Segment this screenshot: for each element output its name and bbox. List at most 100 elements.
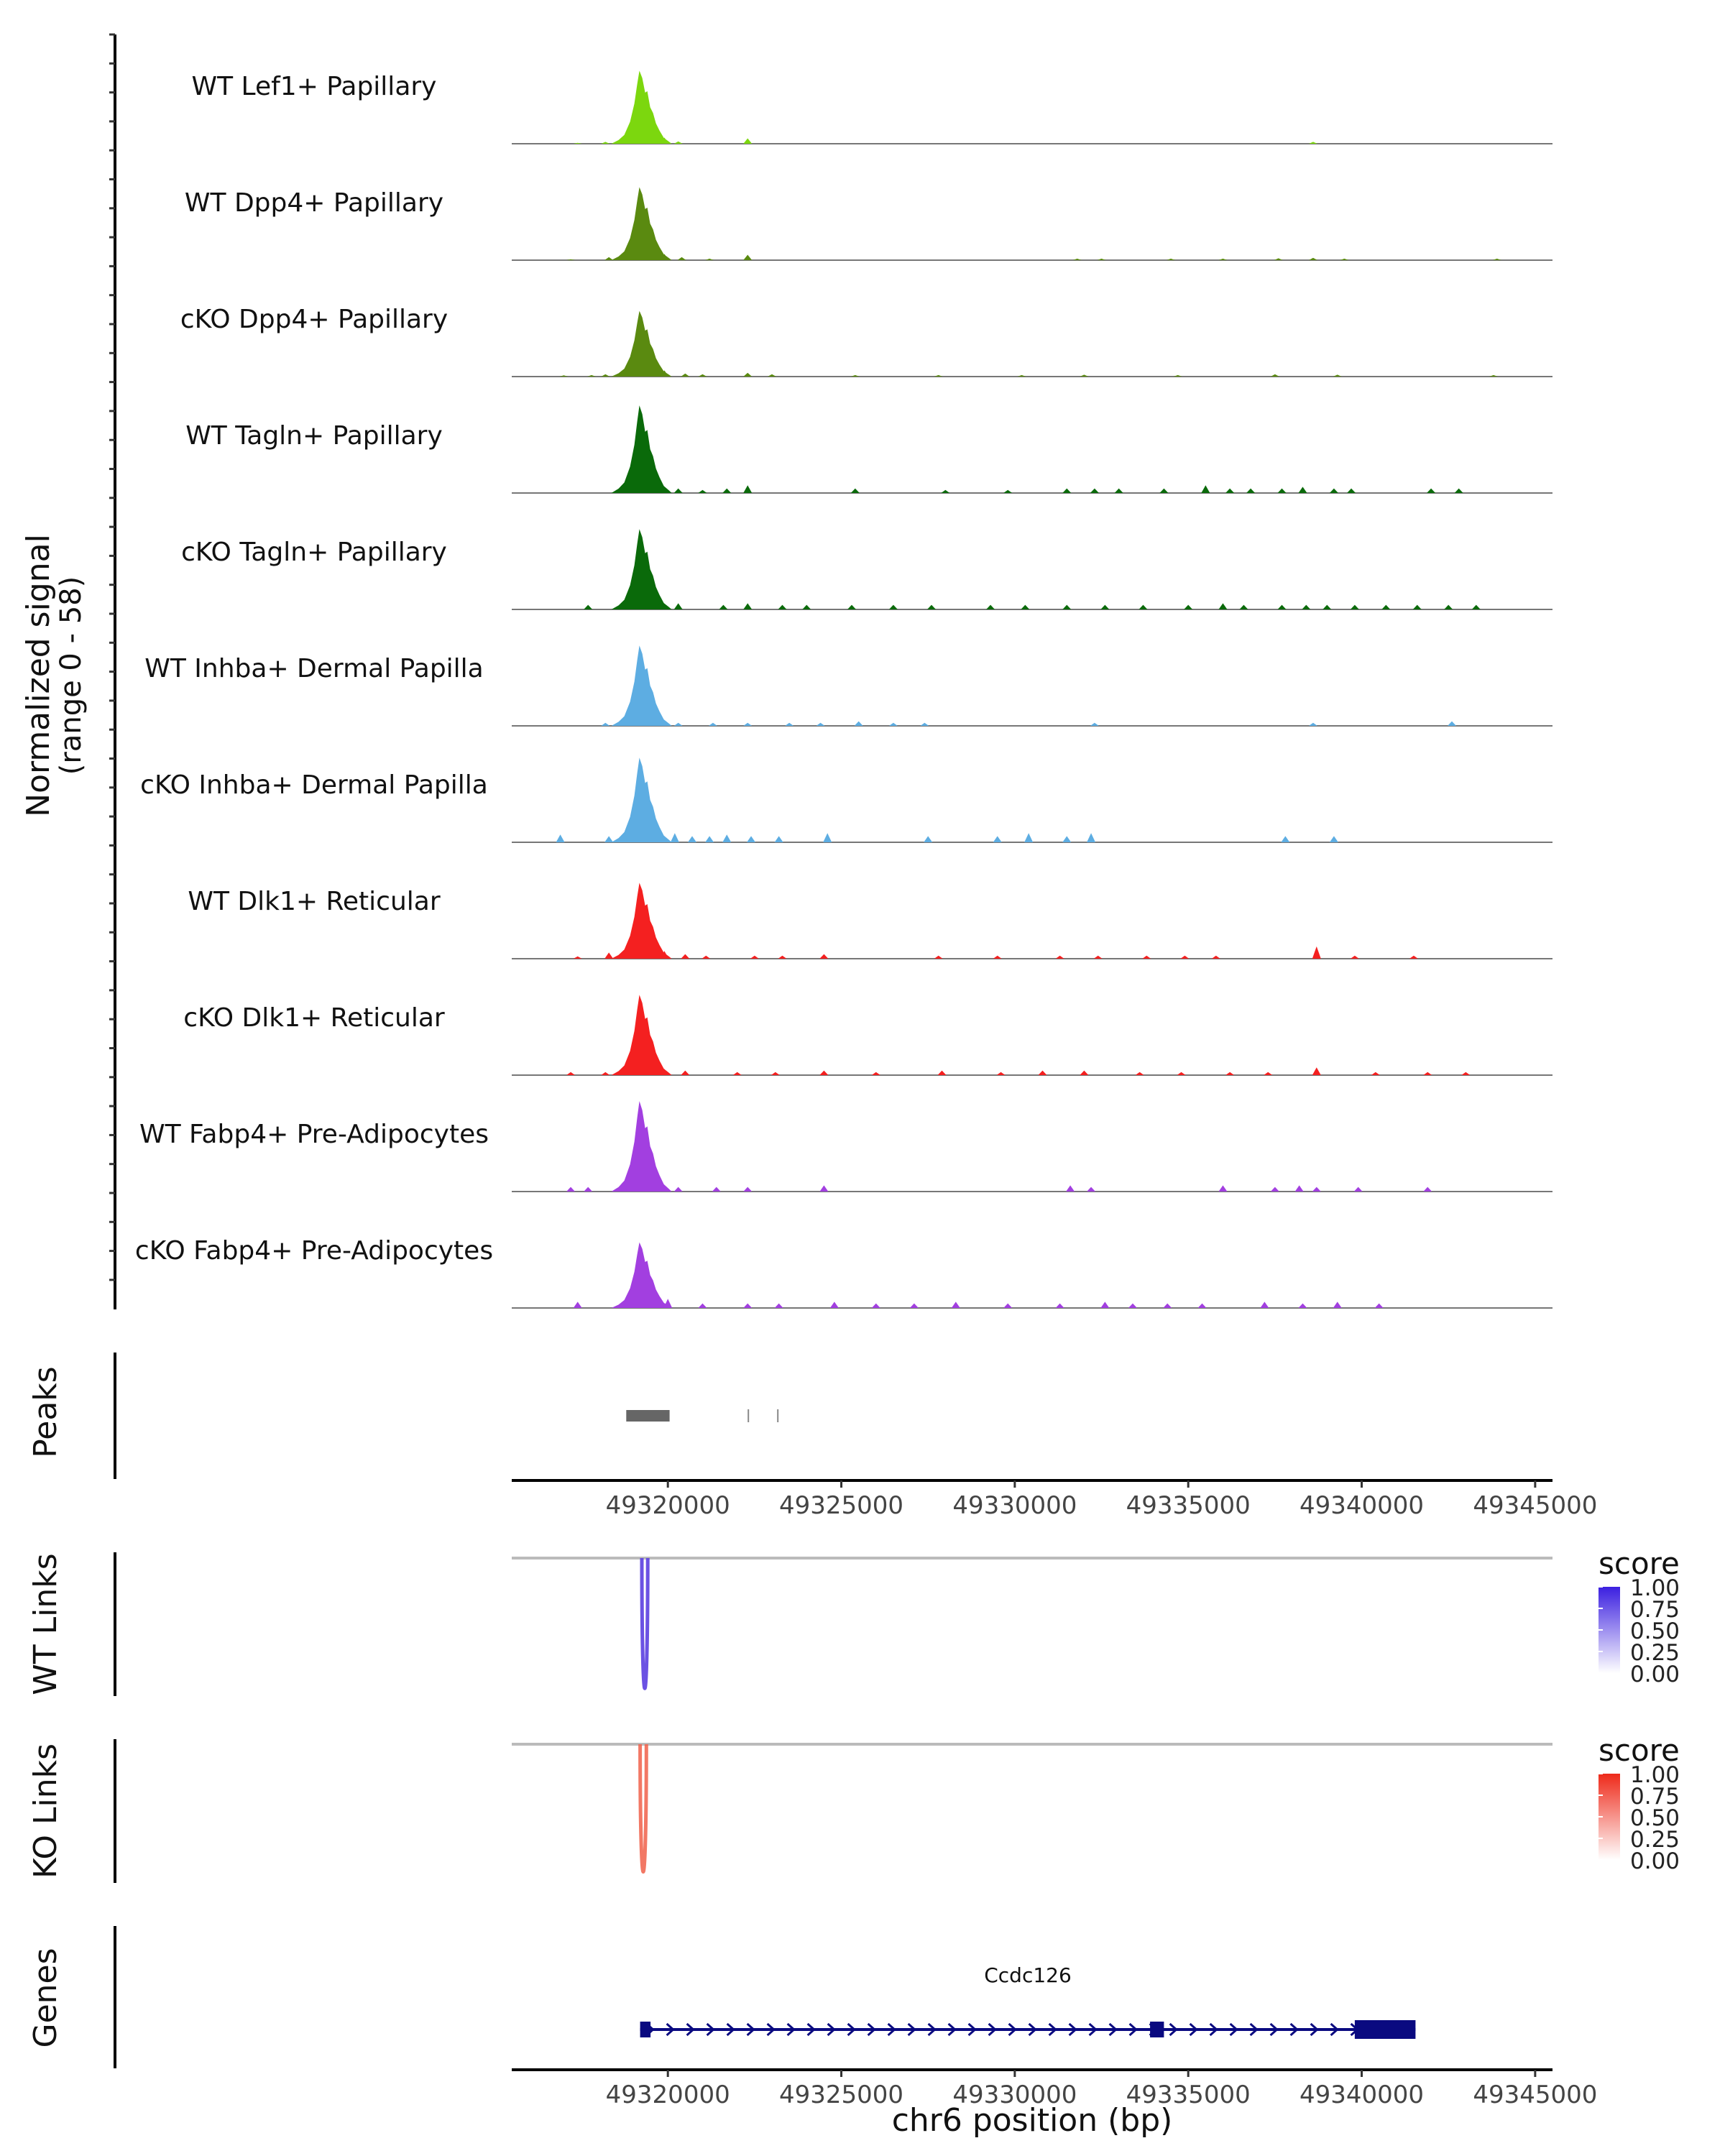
signal-blip — [1427, 488, 1436, 493]
signal-blip — [1492, 258, 1501, 260]
signal-blip — [1277, 604, 1287, 609]
strand-arrow — [1249, 2022, 1259, 2037]
track-label: WT Fabp4+ Pre-Adipocytes — [139, 1120, 489, 1149]
signal-blip — [1218, 1185, 1228, 1192]
signal-blip — [1448, 721, 1457, 726]
signal-blip — [1163, 1303, 1172, 1308]
strand-arrow — [1289, 2022, 1299, 2037]
signal-blip — [584, 604, 593, 609]
signal-blip — [1350, 955, 1359, 959]
signal-blip — [1471, 604, 1481, 609]
signal-blip — [660, 721, 669, 726]
signal-blip — [687, 836, 696, 842]
signal-blip — [1177, 1072, 1186, 1075]
x-tick-label: 49335000 — [1126, 1491, 1251, 1520]
signal-peak — [611, 529, 672, 609]
x-tick-label: 49330000 — [952, 1491, 1077, 1520]
signal-blip — [660, 951, 669, 959]
signal-blip — [1264, 1072, 1273, 1075]
strand-arrow — [1008, 2022, 1017, 2037]
signal-blip — [1159, 488, 1169, 493]
signal-blip — [937, 1070, 947, 1075]
signal-blip — [673, 603, 683, 609]
signal-blip — [829, 1302, 839, 1308]
signal-blip — [722, 834, 732, 842]
strand-arrow — [1048, 2022, 1057, 2037]
signal-blip — [1114, 488, 1123, 493]
track-label: WT Inhba+ Dermal Papilla — [144, 654, 483, 683]
genes-label: Genes — [27, 1948, 64, 2047]
signal-blip — [778, 955, 787, 959]
x-tick-label: 49325000 — [779, 1491, 903, 1520]
signal-blip — [854, 721, 863, 726]
signal-blip — [871, 1072, 880, 1075]
signal-blip — [1423, 1187, 1432, 1192]
signal-blip — [601, 722, 610, 726]
signal-blip — [1055, 955, 1064, 959]
x-tick-label: 49320000 — [606, 2081, 730, 2109]
signal-blip — [673, 1187, 683, 1192]
track-label: WT Dpp4+ Papillary — [185, 188, 443, 218]
x-tick-label: 49345000 — [1473, 1491, 1597, 1520]
track-label: cKO Dpp4+ Papillary — [180, 305, 448, 334]
signal-blip — [770, 1072, 780, 1075]
strand-arrow — [746, 2022, 755, 2037]
track-label: WT Tagln+ Papillary — [185, 421, 443, 451]
signal-blip — [1024, 833, 1034, 842]
signal-blip — [993, 836, 1002, 842]
signal-peak — [611, 1101, 672, 1192]
strand-arrow — [1189, 2022, 1198, 2037]
signal-peak — [611, 1242, 672, 1308]
signal-blip — [1090, 488, 1099, 493]
signal-y-label: Normalized signal — [20, 534, 57, 817]
signal-blip — [573, 1302, 582, 1308]
signal-blip — [663, 1299, 673, 1308]
signal-blip — [1003, 1303, 1013, 1308]
signal-blip — [559, 375, 569, 377]
signal-track: cKO Fabp4+ Pre-Adipocytes — [135, 1236, 1552, 1309]
strand-arrow — [1088, 2022, 1098, 2037]
signal-blip — [618, 604, 627, 609]
x-axis-label: chr6 position (bp) — [892, 2102, 1173, 2139]
signal-blip — [778, 604, 787, 609]
strand-arrow — [786, 2022, 796, 2037]
signal-blip — [1329, 488, 1338, 493]
signal-blip — [1142, 955, 1151, 959]
signal-track: WT Fabp4+ Pre-Adipocytes — [139, 1101, 1552, 1192]
signal-blip — [566, 259, 576, 260]
signal-blip — [802, 604, 811, 609]
signal-blip — [1489, 374, 1498, 377]
strand-arrow — [726, 2022, 735, 2037]
signal-blip — [750, 955, 759, 959]
signal-blip — [1412, 604, 1422, 609]
signal-peak — [611, 645, 672, 726]
signal-blip — [573, 956, 582, 959]
signal-track: WT Lef1+ Papillary — [192, 70, 1552, 144]
legend-tick-label: 1.00 — [1630, 1575, 1680, 1601]
signal-blip — [1197, 1303, 1207, 1308]
signal-blip — [618, 1182, 627, 1192]
signal-blip — [1371, 1072, 1380, 1075]
signal-blip — [698, 374, 707, 377]
signal-blip — [816, 722, 825, 726]
signal-blip — [743, 138, 753, 144]
signal-blip — [1329, 836, 1338, 842]
legend-tick-label: 0.75 — [1630, 1597, 1680, 1623]
signal-track: cKO Dpp4+ Papillary — [180, 305, 1552, 377]
signal-blip — [566, 1072, 576, 1075]
x-tick-label: 49330000 — [952, 2081, 1077, 2109]
signal-blip — [1062, 488, 1072, 493]
links-section — [114, 1552, 1552, 1883]
signal-blip — [698, 489, 707, 493]
signal-blip — [1461, 1072, 1471, 1075]
signal-blip — [1312, 946, 1321, 959]
signal-blip — [677, 257, 686, 260]
signal-blip — [712, 1187, 721, 1192]
signal-blip — [1308, 722, 1317, 726]
x-tick-label: 49345000 — [1473, 2081, 1597, 2109]
signal-blip — [743, 372, 753, 377]
signal-blip — [909, 1303, 919, 1308]
signal-blip — [1298, 1303, 1307, 1308]
genes-section: Ccdc126 — [114, 1926, 1416, 2068]
legend-tick-label: 0.25 — [1630, 1827, 1680, 1853]
